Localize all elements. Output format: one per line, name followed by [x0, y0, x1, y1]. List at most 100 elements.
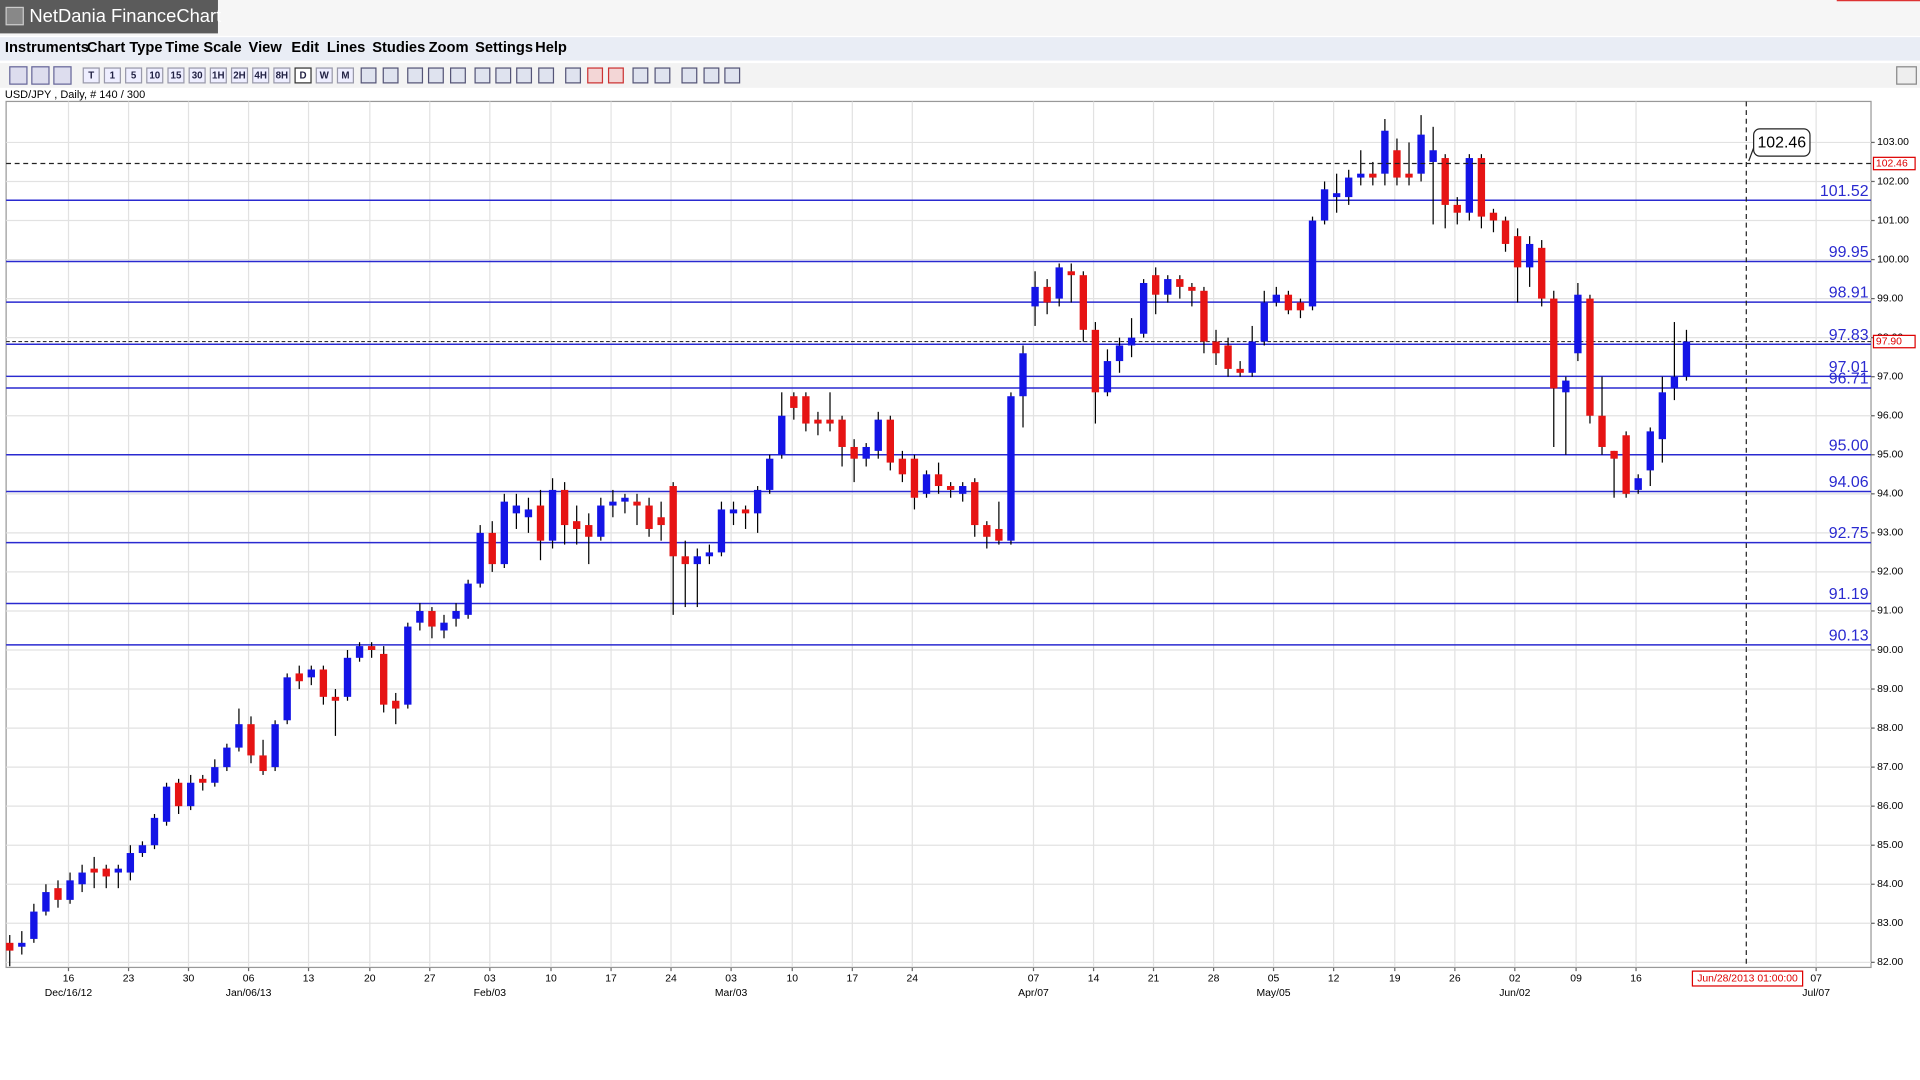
candle-body	[1357, 173, 1365, 178]
candle-body	[886, 419, 894, 463]
candle-body	[404, 626, 412, 705]
candle-body	[307, 669, 315, 678]
candle-body	[609, 501, 617, 506]
panel-toggle[interactable]	[1896, 66, 1917, 85]
time-scale-label: W	[320, 71, 330, 82]
tool-icon[interactable]	[516, 67, 533, 84]
title-bar	[0, 0, 1920, 36]
candle-body	[1067, 271, 1075, 276]
candle-body	[500, 501, 508, 565]
tool-icon[interactable]	[427, 67, 444, 84]
tool-icon[interactable]	[632, 67, 649, 84]
menu-item[interactable]: Lines	[327, 40, 365, 56]
time-scale-button[interactable]	[252, 67, 270, 84]
x-tick-label: 26	[1449, 973, 1461, 984]
x-tick-label: 09	[1570, 973, 1582, 984]
candle-body	[295, 673, 303, 682]
candle-body	[1574, 294, 1582, 354]
menu-item[interactable]: Instruments	[5, 40, 89, 56]
time-scale-label: 5	[131, 71, 137, 82]
menu-item[interactable]: View	[249, 40, 283, 56]
time-scale-button[interactable]	[103, 67, 121, 84]
time-scale-button[interactable]	[167, 67, 185, 84]
candle-body	[959, 486, 967, 494]
tool-icon[interactable]	[538, 67, 555, 84]
candle-body	[1272, 294, 1281, 303]
time-scale-button[interactable]	[294, 67, 312, 84]
menu-item[interactable]: Time Scale	[165, 40, 241, 56]
candle-body	[452, 610, 460, 619]
candle-body	[1320, 189, 1329, 221]
tool-icon[interactable]	[587, 67, 604, 84]
candle-body	[1634, 478, 1642, 490]
candle-body	[826, 419, 834, 424]
tool-icon[interactable]	[565, 67, 582, 84]
time-scale-label: 4H	[254, 71, 267, 82]
y-tick-label: 100.00	[1877, 254, 1909, 265]
x-tick-label: 05	[1268, 973, 1280, 984]
candle-body	[18, 942, 26, 947]
menu-item[interactable]: Zoom	[429, 40, 469, 56]
tool-icon[interactable]	[382, 67, 399, 84]
tool-icon[interactable]	[724, 67, 741, 84]
y-tick-label: 89.00	[1877, 684, 1903, 695]
menu-item[interactable]: Help	[535, 40, 567, 56]
x-tick-label: 10	[545, 973, 557, 984]
menu-item[interactable]: Settings	[475, 40, 533, 56]
menu-item[interactable]: Studies	[372, 40, 425, 56]
x-tick-label: 07	[1810, 973, 1822, 984]
time-scale-button[interactable]	[336, 67, 355, 84]
candle-body	[1670, 376, 1679, 389]
tool-icon[interactable]	[495, 67, 512, 84]
candle-body	[1610, 450, 1618, 459]
tool-icon[interactable]	[31, 66, 50, 85]
tool-icon[interactable]	[681, 67, 698, 84]
menu-item[interactable]: Chart Type	[87, 40, 163, 56]
time-scale-button[interactable]	[125, 67, 143, 84]
candle-body	[1586, 298, 1594, 416]
candle-body	[211, 767, 219, 783]
candle-body	[1308, 220, 1317, 307]
tool-icon[interactable]	[607, 67, 624, 84]
x-tick-label: 14	[1088, 973, 1100, 984]
time-scale-button[interactable]	[209, 67, 227, 84]
y-tick-label: 83.00	[1877, 918, 1903, 929]
candle-body	[898, 458, 907, 475]
crosshair-y-tag	[1872, 156, 1916, 171]
tool-icon[interactable]	[703, 67, 720, 84]
tool-icon[interactable]	[407, 67, 424, 84]
level-label: 99.95	[1829, 244, 1869, 261]
x-tick-label: 02	[1509, 973, 1521, 984]
time-scale-button[interactable]	[146, 67, 164, 84]
candle-body	[367, 646, 376, 651]
candle-body	[1501, 220, 1510, 244]
candle-body	[705, 552, 714, 557]
tool-icon[interactable]	[654, 67, 671, 84]
tool-icon[interactable]	[9, 66, 28, 85]
menu-item[interactable]: Edit	[291, 40, 319, 56]
tool-icon[interactable]	[474, 67, 491, 84]
time-scale-button[interactable]	[273, 67, 291, 84]
y-tick-label: 102.00	[1877, 176, 1909, 187]
level-label: 95.00	[1829, 437, 1869, 454]
time-scale-button[interactable]	[230, 67, 249, 84]
y-tick-label: 91.00	[1877, 606, 1903, 617]
candle-body	[790, 396, 798, 408]
time-scale-button[interactable]	[188, 67, 206, 84]
candle-body	[199, 778, 207, 783]
tool-icon[interactable]	[53, 66, 72, 85]
x-tick-label: 13	[303, 973, 315, 984]
candle-body	[573, 521, 581, 529]
time-scale-button[interactable]	[82, 67, 100, 84]
candle-body	[524, 509, 533, 518]
candle-body	[753, 489, 762, 514]
level-label: 92.75	[1829, 525, 1869, 542]
time-scale-button[interactable]	[315, 67, 333, 84]
x-major-label: Jul/07	[1802, 988, 1830, 999]
candle-body	[1513, 236, 1522, 268]
tool-icon[interactable]	[450, 67, 466, 84]
y-tick-label: 94.00	[1877, 489, 1903, 500]
x-tick-label: 20	[364, 973, 376, 984]
candle-body	[90, 868, 98, 873]
tool-icon[interactable]	[360, 67, 377, 84]
